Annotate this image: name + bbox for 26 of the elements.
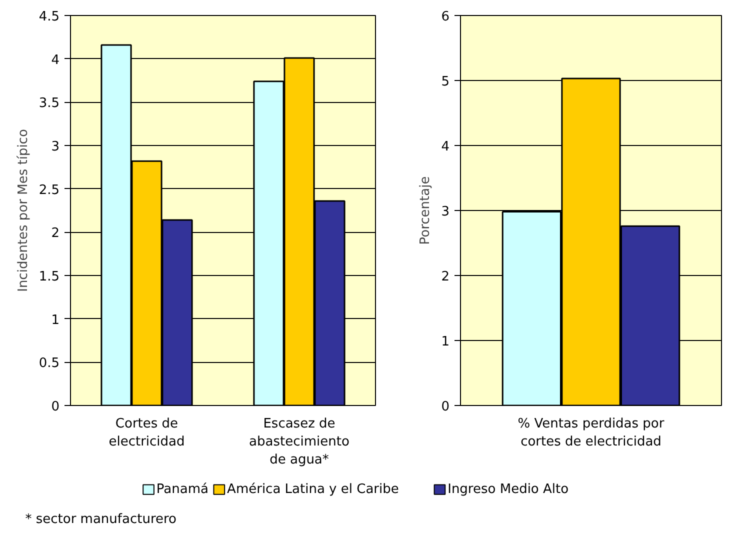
y-tick-label: 1.5: [38, 270, 60, 284]
y-tick-label: 0.5: [38, 356, 60, 372]
legend-label: Ingreso Medio Alto: [448, 482, 569, 497]
y-tick-label: 2: [441, 270, 450, 284]
y-tick-label: 0: [441, 400, 450, 414]
y-tick-label: 4: [441, 140, 450, 154]
y-axis-title: Incidentes por Mes típico: [16, 129, 31, 292]
y-tick-label: 1: [51, 312, 60, 328]
y-tick-label: 0: [51, 400, 60, 414]
x-tick-label: Escasez de abastecimiento de agua*: [249, 416, 350, 468]
y-axis-title: Porcentaje: [418, 176, 434, 245]
y-tick-label: 3.5: [38, 96, 60, 112]
y-tick-label: 2.5: [38, 182, 60, 198]
x-tick-label: % Ventas perdidas por cortes de electricidad: [518, 416, 665, 450]
legend-label: América Latina y el Caribe: [227, 482, 399, 497]
y-tick-label: 6: [441, 10, 450, 24]
text: * sector manufacturero: [25, 512, 177, 527]
y-tick-label: 1: [441, 334, 450, 350]
y-tick-label: 4: [51, 52, 60, 68]
y-tick-label: 4.5: [38, 10, 60, 24]
y-tick-label: 5: [441, 74, 450, 90]
y-tick-label: 3: [441, 204, 450, 220]
legend-label: Panamá: [156, 482, 208, 497]
y-tick-label: 3: [51, 140, 60, 154]
y-tick-label: 2: [51, 226, 60, 242]
x-tick-label: Cortes de electricidad: [108, 416, 185, 450]
